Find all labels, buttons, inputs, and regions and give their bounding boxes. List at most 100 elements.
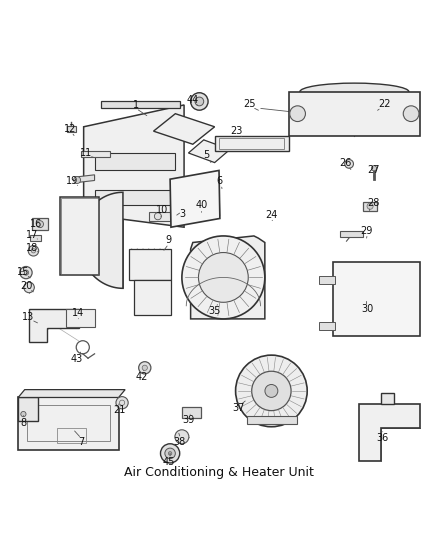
Polygon shape <box>95 153 175 171</box>
Text: 25: 25 <box>244 99 256 109</box>
Polygon shape <box>29 309 79 342</box>
Text: 21: 21 <box>113 405 126 415</box>
Ellipse shape <box>300 83 409 101</box>
Text: 17: 17 <box>26 230 38 240</box>
Polygon shape <box>332 262 420 336</box>
Circle shape <box>165 448 175 458</box>
Polygon shape <box>18 390 125 398</box>
Polygon shape <box>95 190 173 205</box>
Polygon shape <box>76 175 95 183</box>
Text: 35: 35 <box>208 306 221 316</box>
Polygon shape <box>84 105 184 227</box>
Circle shape <box>290 106 305 122</box>
Text: 27: 27 <box>367 165 379 175</box>
Text: Air Conditioning & Heater Unit: Air Conditioning & Heater Unit <box>124 466 314 479</box>
Polygon shape <box>60 197 99 275</box>
Polygon shape <box>81 151 110 157</box>
Text: 40: 40 <box>195 200 208 211</box>
Circle shape <box>182 236 265 319</box>
Circle shape <box>175 430 189 444</box>
Polygon shape <box>20 271 24 274</box>
Polygon shape <box>130 249 171 280</box>
Circle shape <box>367 203 373 209</box>
Polygon shape <box>66 309 95 327</box>
Circle shape <box>403 106 419 122</box>
Circle shape <box>142 365 148 370</box>
Text: 26: 26 <box>339 158 352 167</box>
Text: 5: 5 <box>203 150 209 160</box>
Text: 14: 14 <box>72 308 85 318</box>
Polygon shape <box>153 114 215 144</box>
Polygon shape <box>289 92 420 135</box>
Circle shape <box>154 213 161 220</box>
Text: 16: 16 <box>29 219 42 229</box>
Circle shape <box>265 384 278 398</box>
Circle shape <box>28 246 39 256</box>
Text: 3: 3 <box>179 209 185 219</box>
Bar <box>319 276 335 284</box>
Text: 13: 13 <box>21 312 34 322</box>
Polygon shape <box>182 407 201 418</box>
Text: 28: 28 <box>367 198 379 208</box>
Polygon shape <box>134 280 171 314</box>
Text: 44: 44 <box>187 95 199 104</box>
Text: 12: 12 <box>64 124 77 134</box>
Circle shape <box>20 266 32 279</box>
Polygon shape <box>67 126 76 132</box>
Polygon shape <box>215 135 289 151</box>
Text: 15: 15 <box>17 266 30 277</box>
Polygon shape <box>101 101 180 108</box>
Circle shape <box>160 444 180 463</box>
Circle shape <box>198 253 248 302</box>
Circle shape <box>191 93 208 110</box>
Polygon shape <box>18 398 119 450</box>
Polygon shape <box>363 202 377 211</box>
Bar <box>60 198 98 274</box>
Polygon shape <box>188 140 230 163</box>
Circle shape <box>36 221 43 228</box>
Text: 6: 6 <box>216 176 222 187</box>
Polygon shape <box>359 404 420 461</box>
Text: 30: 30 <box>361 304 374 314</box>
Circle shape <box>236 355 307 427</box>
Text: 20: 20 <box>20 281 32 291</box>
Polygon shape <box>191 236 265 319</box>
Circle shape <box>116 397 128 409</box>
Text: 8: 8 <box>20 418 26 428</box>
Polygon shape <box>30 235 41 241</box>
Circle shape <box>139 362 151 374</box>
Polygon shape <box>381 393 394 404</box>
Circle shape <box>31 248 35 253</box>
Text: 10: 10 <box>156 205 168 215</box>
Text: 39: 39 <box>182 415 194 425</box>
Circle shape <box>21 411 26 417</box>
Text: 23: 23 <box>230 126 243 136</box>
Text: 36: 36 <box>377 433 389 442</box>
Text: 1: 1 <box>133 100 139 110</box>
Text: 37: 37 <box>233 403 245 414</box>
Text: 43: 43 <box>71 354 83 364</box>
Circle shape <box>23 270 28 275</box>
Circle shape <box>195 97 204 106</box>
Polygon shape <box>18 398 38 422</box>
Circle shape <box>252 372 291 410</box>
Polygon shape <box>247 416 297 424</box>
Text: 9: 9 <box>166 235 172 245</box>
Circle shape <box>168 451 172 455</box>
Bar <box>319 322 335 330</box>
Text: 7: 7 <box>78 437 85 447</box>
Circle shape <box>371 166 377 171</box>
Polygon shape <box>170 171 220 227</box>
Text: 22: 22 <box>379 99 391 109</box>
Circle shape <box>24 282 34 293</box>
Polygon shape <box>149 212 183 221</box>
Text: 19: 19 <box>66 176 78 186</box>
Text: 29: 29 <box>360 225 373 236</box>
Text: 38: 38 <box>173 437 186 447</box>
Polygon shape <box>79 192 123 288</box>
Polygon shape <box>32 219 48 230</box>
Circle shape <box>74 176 81 183</box>
Circle shape <box>345 159 353 168</box>
Text: 45: 45 <box>162 457 175 467</box>
Text: 24: 24 <box>265 210 278 220</box>
